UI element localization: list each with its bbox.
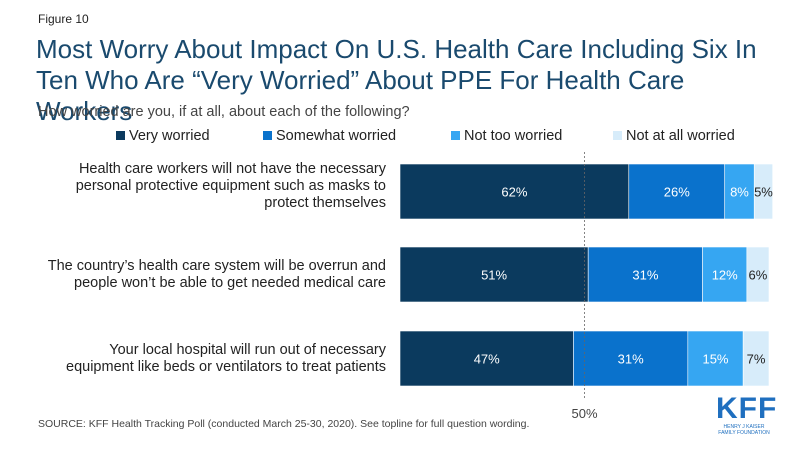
- bar-not-at-all-worried-row-3: [742, 330, 770, 387]
- logo-mark: KFF: [716, 392, 778, 425]
- data-label-somewhat-worried-row-1: 26%: [664, 185, 690, 200]
- logo-line-2: FAMILY FOUNDATION: [718, 430, 770, 436]
- legend-label: Not too worried: [464, 128, 563, 144]
- data-label-somewhat-worried-row-2: 31%: [632, 268, 658, 283]
- reference-line-label: 50%: [571, 406, 597, 421]
- legend-label: Very worried: [129, 128, 210, 144]
- chart-title: Most Worry About Impact On U.S. Health C…: [36, 34, 757, 126]
- legend-swatch: [613, 131, 622, 140]
- legend-swatch: [451, 131, 460, 140]
- bar-not-too-worried-row-3: [687, 330, 744, 387]
- data-label-not-too-worried-row-3: 15%: [702, 352, 728, 367]
- chart-subtitle: How worried are you, if at all, about ea…: [38, 104, 410, 120]
- category-label-local-hospital: Your local hospital will run out of nece…: [66, 342, 386, 375]
- data-label-very-worried-row-2: 51%: [481, 268, 507, 283]
- legend-item-somewhat-worried: Somewhat worried: [263, 128, 396, 144]
- data-label-not-at-all-worried-row-3: 7%: [747, 352, 766, 367]
- legend-item-not-too-worried: Not too worried: [451, 128, 562, 144]
- legend-label: Not at all worried: [626, 128, 735, 144]
- legend-swatch: [263, 131, 272, 140]
- bar-somewhat-worried-row-3: [573, 330, 689, 387]
- legend-item-very-worried: Very worried: [116, 128, 210, 144]
- data-label-very-worried-row-1: 62%: [501, 185, 527, 200]
- data-label-not-at-all-worried-row-2: 6%: [749, 268, 768, 283]
- bar-very-worried-row-2: [399, 246, 589, 303]
- category-label-ppe: Health care workers will not have the ne…: [75, 161, 386, 211]
- figure-label: Figure 10: [38, 12, 89, 26]
- source-note: SOURCE: KFF Health Tracking Poll (conduc…: [38, 418, 530, 430]
- legend-item-not-at-all-worried: Not at all worried: [613, 128, 735, 144]
- data-label-not-too-worried-row-1: 8%: [730, 185, 749, 200]
- bar-not-too-worried-row-1: [724, 163, 755, 220]
- data-label-not-at-all-worried-row-1: 5%: [754, 185, 773, 200]
- legend-swatch: [116, 131, 125, 140]
- bar-not-at-all-worried-row-1: [753, 163, 773, 220]
- data-label-not-too-worried-row-2: 12%: [712, 268, 738, 283]
- bar-very-worried-row-3: [399, 330, 574, 387]
- data-label-somewhat-worried-row-3: 31%: [618, 352, 644, 367]
- bar-not-at-all-worried-row-2: [746, 246, 770, 303]
- bar-very-worried-row-1: [399, 163, 630, 220]
- bar-somewhat-worried-row-2: [587, 246, 703, 303]
- bar-somewhat-worried-row-1: [628, 163, 726, 220]
- logo-line-1: HENRY J KAISER: [723, 424, 765, 430]
- category-label-health-system: The country’s health care system will be…: [47, 258, 386, 291]
- data-label-very-worried-row-3: 47%: [474, 352, 500, 367]
- kff-logo: KFF HENRY J KAISER FAMILY FOUNDATION: [716, 392, 778, 437]
- legend-label: Somewhat worried: [276, 128, 397, 144]
- legend: Very worried Somewhat worried Not too wo…: [0, 128, 800, 148]
